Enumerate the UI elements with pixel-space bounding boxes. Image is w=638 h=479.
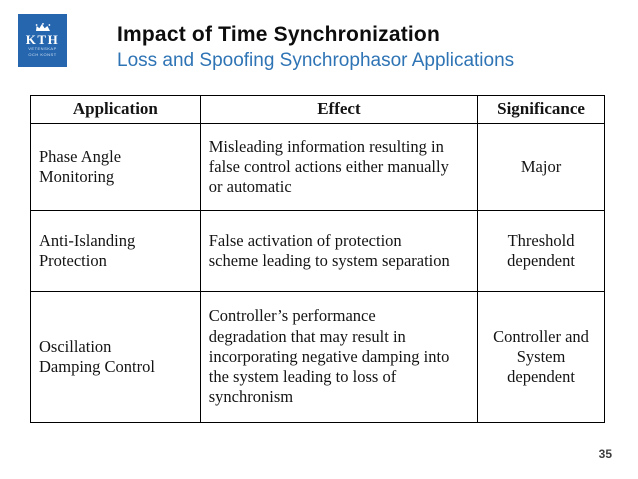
effect-cell: False activation of protection scheme le… [199,209,479,292]
crown-icon [35,23,50,32]
column-header-significance: Significance [477,95,605,124]
column-header-application: Application [30,95,201,124]
significance-cell: Controller and System dependent [477,290,605,423]
application-cell: Phase Angle Monitoring [30,122,201,211]
column-header-effect: Effect [199,95,479,124]
table-row: Anti-Islanding Protection False activati… [30,209,605,292]
effect-cell: Misleading information resulting in fals… [199,122,479,211]
kth-motto-line1: VETENSKAP [28,46,57,52]
table-header-row: Application Effect Significance [30,95,605,124]
slide-title: Impact of Time Synchronization [117,23,440,46]
kth-logo-seal: KTH VETENSKAP OCH KONST [22,18,64,64]
application-cell: Anti-Islanding Protection [30,209,201,292]
application-cell: Oscillation Damping Control [30,290,201,423]
significance-cell: Threshold dependent [477,209,605,292]
page-number: 35 [598,447,612,461]
table-row: Oscillation Damping Control Controller’s… [30,290,605,423]
significance-cell: Major [477,122,605,211]
kth-logo-text: KTH [25,32,60,48]
effect-cell: Controller’s performance degradation tha… [199,290,479,423]
kth-logo: KTH VETENSKAP OCH KONST [18,14,67,67]
impact-table: Application Effect Significance Phase An… [30,95,605,423]
slide-subtitle: Loss and Spoofing Synchrophasor Applicat… [117,50,515,72]
header-titles: Impact of Time Synchronization Loss and … [117,22,514,73]
kth-motto-line2: OCH KONST [28,52,57,57]
table-row: Phase Angle Monitoring Misleading inform… [30,122,605,211]
